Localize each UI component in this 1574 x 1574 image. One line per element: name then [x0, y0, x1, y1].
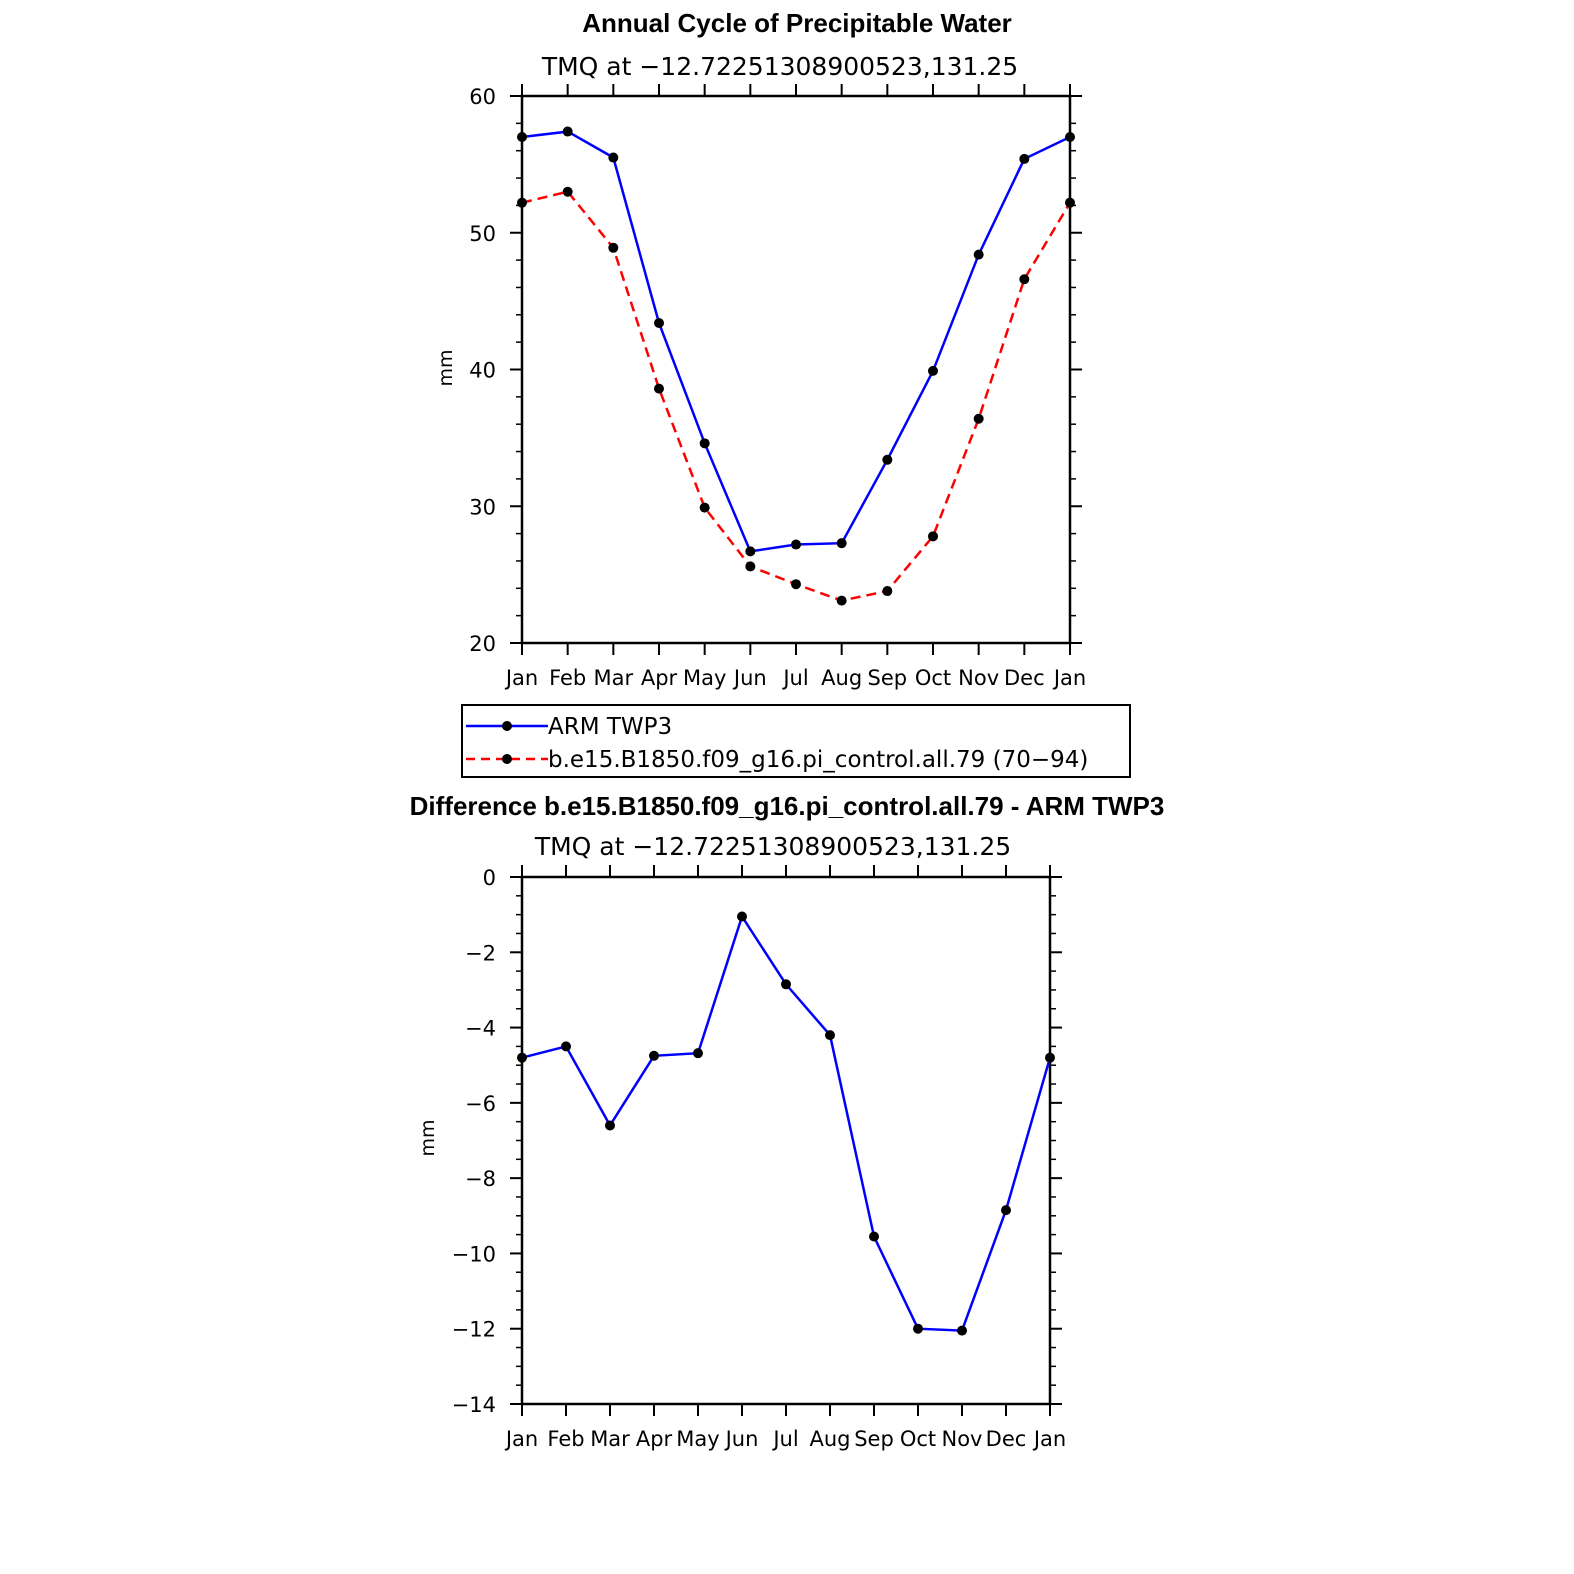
chart1-xtick-label: Nov — [958, 666, 999, 690]
chart2-ytick-label: −10 — [452, 1242, 496, 1266]
chart1-plot: Jan Feb Mar Apr May Jun Jul Aug Sep Oct Nov Dec Jan 2… — [469, 84, 1086, 690]
chart2-xtick-label: Dec — [986, 1427, 1027, 1451]
chart2-xtick-label: Mar — [590, 1427, 630, 1451]
chart1-series-0-line — [521, 130, 1071, 553]
legend-box — [461, 704, 1131, 778]
chart2-ytick-label: −6 — [465, 1092, 496, 1116]
chart1-ytick-label: 50 — [469, 222, 496, 246]
chart1-series-1-point — [882, 586, 893, 597]
chart2-xtick-label: Jun — [724, 1427, 759, 1451]
chart2-ytick-label: −2 — [465, 941, 496, 965]
chart1-series-0-point — [928, 365, 938, 376]
chart1-series-0-point — [517, 132, 527, 143]
chart2-series-0-point — [693, 1048, 703, 1059]
chart2-series-0-point — [869, 1231, 879, 1242]
chart1-xtick-label: Jan — [504, 666, 538, 690]
chart1-series-0-point — [699, 438, 710, 449]
chart1-series-0-point — [973, 249, 984, 260]
chart2-series-0-point — [649, 1050, 659, 1061]
chart1-ytick-label: 40 — [469, 359, 496, 383]
chart1-series-0-point — [608, 152, 619, 163]
chart1-ytick-label: 60 — [469, 85, 496, 109]
chart1-xtick-label: Sep — [868, 666, 908, 690]
chart2-series-0-point — [605, 1120, 615, 1131]
chart1-series-1-point — [1065, 197, 1075, 208]
chart1-series-1-point — [973, 413, 984, 424]
chart1-xtick-label: Jul — [781, 666, 808, 690]
chart2-xtick-label: Jan — [1032, 1427, 1066, 1451]
chart2-series-0-point — [517, 1052, 527, 1063]
chart1-series-0-point — [654, 318, 664, 329]
chart2-xtick-label: Nov — [942, 1427, 983, 1451]
chart2-xtick-label: Sep — [854, 1427, 894, 1451]
chart2-xtick-label: May — [676, 1427, 719, 1451]
chart2-frame — [520, 875, 1052, 1406]
chart2-ytick-label: −8 — [465, 1167, 496, 1191]
chart2-xtick-label: Jan — [504, 1427, 538, 1451]
chart2-ytick-label: −14 — [452, 1393, 496, 1417]
chart1-series-0-point — [745, 546, 756, 557]
chart2-ytick-label: −12 — [452, 1318, 496, 1342]
chart1-series-1-line — [521, 190, 1072, 602]
chart1-ylabel: mm — [435, 349, 457, 386]
chart1-series-1-point — [836, 595, 847, 606]
chart2-ytick-label: 0 — [483, 866, 496, 890]
chart1-series-1-point — [745, 561, 756, 572]
chart2-ylabel: mm — [417, 1119, 439, 1156]
chart1-xtick-label: Apr — [641, 666, 678, 690]
chart1-xtick-label: Dec — [1004, 666, 1045, 690]
chart1-series-1-point — [791, 579, 801, 590]
chart1-series-0-point — [562, 126, 573, 137]
chart1-series-1-point — [562, 186, 573, 197]
chart1-series-1-point — [1019, 274, 1030, 285]
chart1-series-0-point — [1019, 153, 1030, 164]
chart1-xtick-label: Jan — [1052, 666, 1086, 690]
legend-marker-arm-twp3 — [502, 721, 512, 731]
legend-marker-model — [502, 754, 512, 764]
chart2-series-0-point — [1045, 1052, 1055, 1063]
chart2-title: Difference b.e15.B1850.f09_g16.pi_contro… — [410, 791, 1165, 821]
chart1-series-1-point — [928, 531, 938, 542]
chart1-xtick-label: Mar — [594, 666, 634, 690]
chart2-ytick-label: −4 — [465, 1017, 496, 1041]
chart2-xtick-label: Apr — [636, 1427, 673, 1451]
chart1-xtick-label: Aug — [821, 666, 862, 690]
chart1-series-1-point — [608, 242, 619, 253]
chart1-series-0-point — [791, 539, 801, 550]
chart1-title: Annual Cycle of Precipitable Water — [582, 8, 1012, 38]
chart1-xtick-label: Oct — [915, 666, 951, 690]
legend-label-model: b.e15.B1850.f09_g16.pi_control.all.79 (7… — [548, 747, 1088, 773]
chart2-series-0-point — [737, 911, 747, 922]
chart1-series-0-point — [882, 454, 893, 465]
chart2-plot: Jan Feb Mar Apr May Jun Jul Aug Sep Oct Nov Dec Jan−… — [452, 865, 1066, 1451]
chart2-subtitle: TMQ at −12.72251308900523,131.25 — [534, 832, 1011, 861]
chart2-xtick-label: Feb — [547, 1427, 584, 1451]
chart2-xtick-label: Jul — [771, 1427, 798, 1451]
chart2-series-0-line — [521, 913, 1052, 1332]
chart1-series-0-point — [1065, 132, 1075, 143]
legend: ARM TWP3 b.e15.B1850.f09_g16.pi_control.… — [461, 704, 1131, 778]
chart1-ytick-label: 30 — [469, 495, 496, 519]
chart1-xtick-label: May — [683, 666, 726, 690]
chart1-subtitle: TMQ at −12.72251308900523,131.25 — [541, 52, 1018, 81]
chart1-series-0-point — [836, 538, 847, 549]
chart2-xtick-label: Aug — [809, 1427, 850, 1451]
chart1-ytick-label: 20 — [469, 632, 496, 656]
legend-label-arm-twp3: ARM TWP3 — [548, 714, 672, 740]
chart1-xtick-label: Jun — [732, 666, 767, 690]
chart1-series-1-point — [517, 197, 527, 208]
chart1-xtick-label: Feb — [549, 666, 586, 690]
chart2-series-0-point — [957, 1325, 967, 1336]
chart2-series-0-point — [781, 979, 791, 990]
chart1-frame — [520, 94, 1072, 645]
chart2-series-0-point — [913, 1323, 923, 1334]
chart2-xtick-label: Oct — [900, 1427, 936, 1451]
chart2-series-0-point — [825, 1030, 835, 1041]
chart1-series-1-point — [654, 383, 664, 394]
chart2-series-0-point — [1001, 1205, 1011, 1216]
chart2-series-0-point — [561, 1041, 571, 1052]
chart1-series-1-point — [699, 502, 710, 513]
